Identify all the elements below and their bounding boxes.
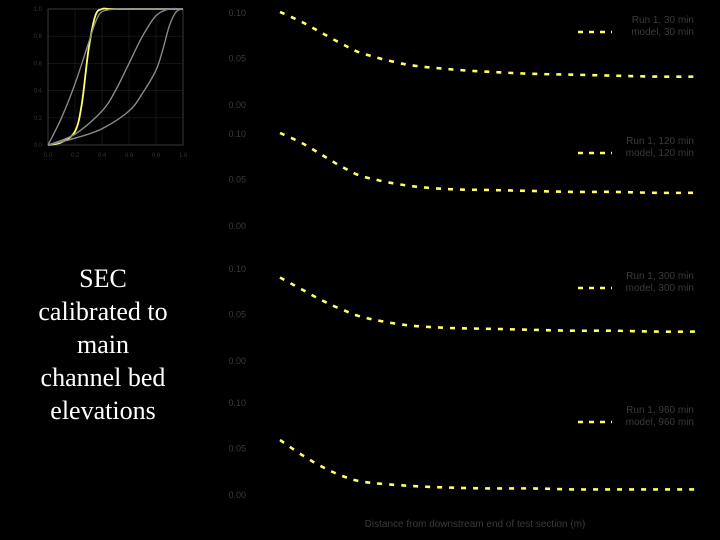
legend-label: Run 1, 960 min xyxy=(626,405,694,416)
caption-line: calibrated to xyxy=(38,297,168,326)
inset-series-line xyxy=(47,8,184,146)
panel-y-tick-label: 0.00 xyxy=(228,100,246,110)
inset-series-line xyxy=(47,7,183,146)
panel-y-tick-label: 0.00 xyxy=(228,356,246,366)
legend-label: Run 1, 300 min xyxy=(626,271,694,282)
inset-y-tick-label: 0.4 xyxy=(34,89,43,95)
caption: SEC calibrated to main channel bed eleva… xyxy=(18,262,188,427)
inset-y-tick-label: 0.0 xyxy=(34,143,43,149)
inset-x-tick-label: 0.6 xyxy=(125,153,134,159)
inset-y-tick-label: 0.8 xyxy=(34,34,43,40)
panel-y-tick-label: 0.10 xyxy=(228,264,246,274)
inset-x-tick-label: 0.0 xyxy=(44,153,53,159)
legend-label: model, 960 min xyxy=(626,417,694,428)
panel-y-tick-label: 0.05 xyxy=(228,175,246,185)
caption-line: channel bed xyxy=(40,363,166,392)
inset-x-tick-label: 0.8 xyxy=(152,153,161,159)
inset-y-tick-label: 0.2 xyxy=(34,116,43,122)
model-profile-line xyxy=(279,438,698,491)
legend-label: model, 300 min xyxy=(626,283,694,294)
legend-label: model, 30 min xyxy=(631,27,694,38)
legend-label: model, 120 min xyxy=(626,148,694,159)
panel-y-tick-label: 0.10 xyxy=(228,129,246,139)
caption-line: main xyxy=(77,330,129,359)
inset-series-line xyxy=(47,8,183,146)
panel-y-tick-label: 0.05 xyxy=(228,444,246,454)
legend-label: Run 1, 30 min xyxy=(632,15,694,26)
caption-line: SEC xyxy=(79,264,127,293)
legend-label: Run 1, 120 min xyxy=(626,136,694,147)
inset-frame xyxy=(47,8,184,146)
inset-x-tick-label: 1.0 xyxy=(179,153,188,159)
panel-y-tick-label: 0.00 xyxy=(228,490,246,500)
panel-y-tick-label: 0.05 xyxy=(228,54,246,64)
panel-y-tick-label: 0.10 xyxy=(228,8,246,18)
panel-y-tick-label: 0.05 xyxy=(228,310,246,320)
panel-y-tick-label: 0.10 xyxy=(228,398,246,408)
x-axis-label: Distance from downstream end of test sec… xyxy=(365,519,586,530)
inset-series-line xyxy=(47,7,184,146)
inset-x-tick-label: 0.2 xyxy=(71,153,80,159)
inset-x-tick-label: 0.4 xyxy=(98,153,107,159)
caption-line: elevations xyxy=(50,396,156,425)
panel-y-tick-label: 0.00 xyxy=(228,221,246,231)
inset-y-tick-label: 1.0 xyxy=(34,7,43,13)
inset-y-tick-label: 0.6 xyxy=(34,61,43,67)
